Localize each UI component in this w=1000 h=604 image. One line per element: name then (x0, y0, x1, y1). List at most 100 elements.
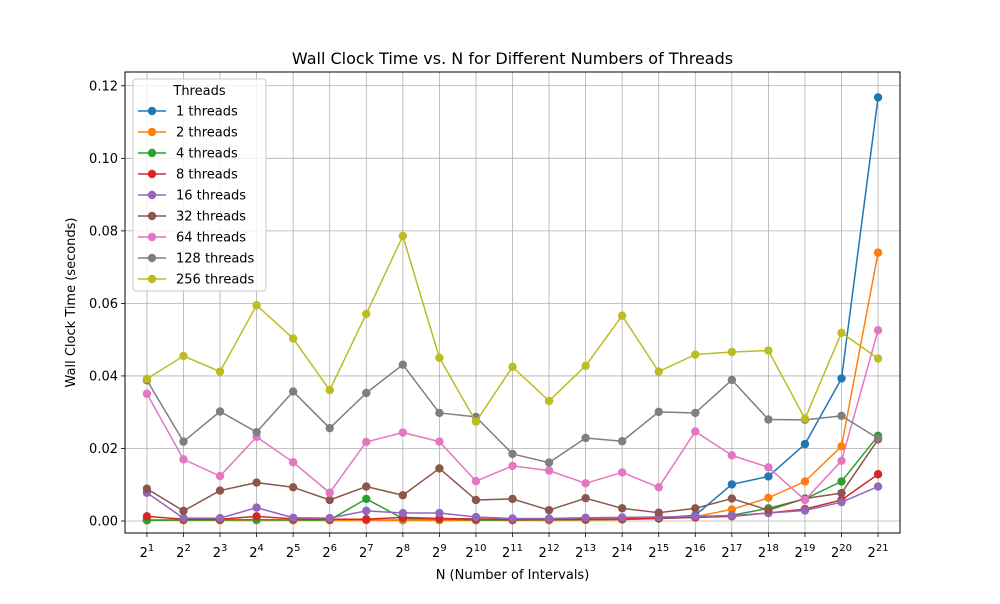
series-8 (142, 360, 883, 467)
data-point (727, 451, 737, 460)
x-tick-label: 219 (794, 543, 815, 561)
data-point (435, 408, 444, 418)
data-point (691, 408, 700, 418)
data-point (508, 449, 517, 459)
data-point (581, 433, 590, 443)
legend-item: 64 threads (138, 231, 246, 246)
data-point (691, 427, 700, 436)
data-point (398, 428, 408, 437)
data-point (362, 494, 371, 504)
data-point (544, 514, 554, 523)
legend-item: 1 threads (138, 105, 238, 120)
legend-item: 16 threads (138, 189, 246, 204)
data-point (764, 463, 773, 472)
data-point (837, 411, 846, 421)
data-point (142, 484, 152, 493)
data-point (325, 495, 334, 505)
data-point (471, 495, 481, 505)
data-point (288, 483, 298, 492)
legend-item: 32 threads (138, 210, 246, 225)
series-9 (142, 231, 883, 426)
data-point (508, 362, 517, 372)
legend-label: 2 threads (176, 126, 238, 141)
data-point (252, 503, 261, 512)
data-point (362, 437, 371, 447)
data-point (837, 488, 846, 498)
data-point (288, 387, 298, 396)
data-point (764, 346, 773, 355)
data-point (727, 511, 737, 520)
legend-label: 4 threads (176, 147, 238, 162)
x-tick-label: 211 (502, 543, 523, 561)
legend-label: 32 threads (176, 210, 246, 225)
y-axis-label: Wall Clock Time (seconds) (64, 217, 79, 387)
data-point (252, 427, 261, 437)
data-point (544, 466, 554, 475)
data-point (179, 351, 188, 361)
legend-marker (147, 127, 157, 137)
data-point (800, 495, 810, 505)
legend-marker (147, 169, 157, 179)
y-tick-label: 0.04 (89, 369, 118, 384)
data-point (544, 396, 554, 406)
legend-marker (147, 274, 157, 284)
data-point (837, 497, 846, 507)
x-tick-label: 27 (359, 543, 374, 561)
data-point (800, 477, 810, 486)
x-tick-label: 21 (140, 543, 155, 561)
x-tick-label: 212 (539, 543, 560, 561)
data-point (837, 477, 846, 486)
data-point (727, 494, 737, 503)
chart-title: Wall Clock Time vs. N for Different Numb… (292, 49, 733, 68)
legend-marker (147, 211, 157, 221)
data-point (581, 361, 590, 370)
data-point (252, 478, 261, 487)
legend-label: 16 threads (176, 189, 246, 204)
y-tick-label: 0.00 (89, 515, 118, 530)
data-point (837, 456, 846, 466)
x-tick-label: 215 (648, 543, 669, 561)
legend-item: 2 threads (138, 126, 238, 141)
y-tick-label: 0.10 (89, 152, 118, 167)
data-point (215, 407, 225, 416)
x-tick-label: 24 (249, 543, 264, 561)
data-point (617, 468, 627, 477)
data-point (471, 417, 481, 426)
data-point (508, 514, 517, 523)
legend-marker (147, 253, 157, 263)
data-point (325, 513, 334, 523)
data-point (617, 504, 627, 513)
data-point (873, 434, 883, 443)
data-point (800, 439, 810, 449)
data-point (764, 493, 773, 503)
data-point (654, 407, 663, 417)
data-point (617, 311, 627, 320)
data-point (471, 512, 481, 522)
y-axis-ticks: 0.00 0.02 0.04 0.06 0.08 0.10 0.12 (89, 79, 125, 530)
legend-marker (147, 148, 157, 158)
legend-box (132, 78, 267, 292)
data-point (215, 486, 225, 495)
data-point (325, 385, 334, 395)
data-point (764, 415, 773, 424)
data-point (142, 389, 152, 398)
x-tick-label: 25 (286, 543, 301, 561)
legend-title: Threads (172, 84, 225, 99)
data-point (179, 455, 188, 464)
data-point (727, 480, 737, 489)
data-point (179, 437, 188, 446)
x-tick-label: 29 (432, 543, 447, 561)
data-point (288, 513, 298, 522)
legend-item: 8 threads (138, 168, 238, 183)
data-point (288, 458, 298, 467)
data-point (873, 470, 883, 479)
data-point (362, 515, 371, 524)
x-axis-label: N (Number of Intervals) (436, 568, 590, 583)
data-point (435, 353, 444, 363)
data-point (435, 464, 444, 473)
data-point (215, 367, 225, 376)
x-tick-label: 221 (868, 543, 889, 561)
legend-item: 4 threads (138, 147, 238, 162)
